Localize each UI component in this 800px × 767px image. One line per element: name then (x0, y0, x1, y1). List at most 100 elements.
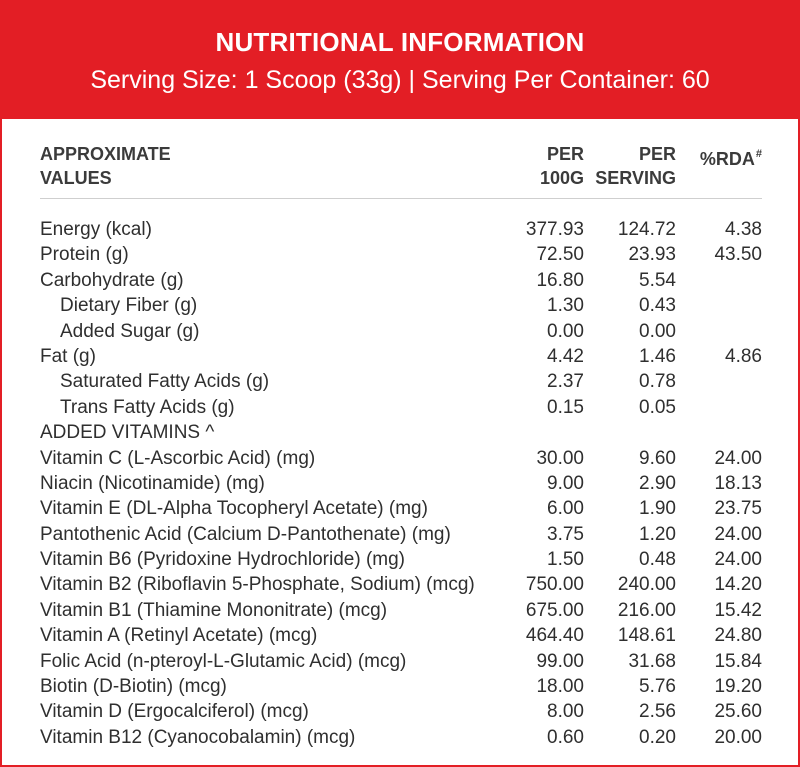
value-per-100g: 18.00 (536, 676, 584, 698)
table-row: Folic Acid (n-pteroyl-L-Glutamic Acid) (… (40, 649, 762, 674)
nutrient-label: Folic Acid (n-pteroyl-L-Glutamic Acid) (… (40, 650, 407, 672)
nutrient-label: Energy (kcal) (40, 219, 152, 240)
value-rda: 24.00 (714, 549, 762, 571)
table-row: Vitamin B6 (Pyridoxine Hydrochloride) (m… (40, 547, 762, 572)
column-header-per-serving-line2: SERVING (595, 168, 676, 188)
value-rda: 24.00 (714, 523, 762, 545)
value-per-100g: 0.15 (547, 396, 584, 418)
column-headers: APPROXIMATE VALUES PER 100G PER SERVING … (40, 142, 762, 194)
nutrient-label: Carbohydrate (g) (40, 269, 184, 291)
table-row: Dietary Fiber (g) 1.30 0.43 (40, 293, 762, 318)
nutrient-label: Pantothenic Acid (Calcium D-Pantothenate… (40, 523, 451, 545)
column-header-rda-label: %RDA (699, 149, 755, 169)
value-rda: 4.38 (725, 219, 762, 240)
table-row: Niacin (Nicotinamide) (mg) 9.00 2.90 18.13 (40, 471, 762, 496)
table-row: ADDED VITAMINS ^ (40, 420, 762, 445)
table-row: Energy (kcal) 377.93 124.72 4.38 (40, 217, 762, 242)
value-per-serving: 0.43 (639, 295, 676, 317)
value-per-100g: 1.30 (547, 295, 584, 317)
header-divider (40, 198, 762, 199)
nutrient-label: Saturated Fatty Acids (g) (60, 371, 270, 393)
value-per-serving: 1.46 (639, 345, 676, 367)
value-rda: 43.50 (714, 244, 762, 266)
value-per-100g: 464.40 (525, 625, 584, 647)
table-row: Biotin (D-Biotin) (mcg) 18.00 5.76 19.20 (40, 674, 762, 699)
value-per-serving: 0.48 (639, 549, 676, 571)
value-rda: 15.42 (714, 599, 762, 621)
nutrient-label: Vitamin C (L-Ascorbic Acid) (mg) (40, 447, 316, 469)
value-per-serving: 9.60 (639, 447, 676, 469)
value-per-serving: 23.93 (628, 244, 676, 266)
value-per-100g: 3.75 (547, 523, 584, 545)
nutrient-label: Vitamin B12 (Cyanocobalamin) (mcg) (40, 726, 356, 748)
table-row: Carbohydrate (g) 16.80 5.54 (40, 268, 762, 293)
value-per-100g: 1.50 (547, 549, 584, 571)
table-row: Trans Fatty Acids (g) 0.15 0.05 (40, 395, 762, 420)
value-per-serving: 2.90 (639, 472, 676, 494)
value-rda: 14.20 (714, 574, 762, 596)
value-rda: 19.20 (714, 676, 762, 698)
table-row: Vitamin C (L-Ascorbic Acid) (mg) 30.00 9.6… (40, 446, 762, 471)
table-row: Vitamin B2 (Riboflavin 5-Phosphate, Sodi… (40, 572, 762, 597)
column-header-per-100g-line1: PER (546, 144, 584, 164)
nutrient-label: Added Sugar (g) (60, 320, 200, 342)
table-row: Fat (g) 4.42 1.46 4.86 (40, 344, 762, 369)
value-per-serving: 5.76 (639, 676, 676, 698)
panel-header: NUTRITIONAL INFORMATION Serving Size: 1 … (2, 2, 798, 119)
nutrient-label: Trans Fatty Acids (g) (60, 396, 235, 418)
value-per-100g: 72.50 (536, 244, 584, 266)
value-per-100g: 16.80 (536, 269, 584, 291)
value-per-100g: 377.93 (525, 219, 584, 240)
value-per-serving: 1.90 (639, 498, 676, 520)
value-per-serving: 148.61 (617, 625, 676, 647)
column-header-per-100g: PER 100G (540, 142, 584, 190)
table-row: Added Sugar (g) 0.00 0.00 (40, 319, 762, 344)
table-row: Vitamin B1 (Thiamine Mononitrate) (mcg) 6… (40, 598, 762, 623)
table-row: Vitamin B12 (Cyanocobalamin) (mcg) 0.60 0.… (40, 725, 762, 750)
column-header-per-100g-line2: 100G (539, 168, 584, 188)
value-per-100g: 675.00 (525, 599, 584, 621)
value-per-100g: 2.37 (547, 371, 584, 393)
nutrient-label: Vitamin B1 (Thiamine Mononitrate) (mcg) (40, 599, 388, 621)
nutrient-label: Dietary Fiber (g) (60, 295, 198, 317)
nutrient-label: Vitamin B6 (Pyridoxine Hydrochloride) (m… (40, 549, 405, 571)
column-header-rda: %RDA# (700, 142, 762, 171)
nutrient-label: Vitamin E (DL-Alpha Tocopheryl Acetate) … (40, 498, 428, 520)
nutrient-label: ADDED VITAMINS ^ (40, 422, 215, 444)
table-row: Protein (g) 72.50 23.93 43.50 (40, 242, 762, 267)
column-header-values: APPROXIMATE VALUES (40, 142, 171, 190)
nutrient-label: Vitamin B2 (Riboflavin 5-Phosphate, Sodi… (40, 574, 475, 596)
value-per-100g: 9.00 (547, 472, 584, 494)
nutrient-label: Niacin (Nicotinamide) (mg) (40, 472, 265, 494)
panel-title: NUTRITIONAL INFORMATION (215, 27, 585, 57)
value-per-serving: 216.00 (617, 599, 676, 621)
value-per-serving: 31.68 (628, 650, 676, 672)
rda-footnote-mark: # (755, 148, 762, 160)
nutrient-label: Vitamin D (Ergocalciferol) (mcg) (40, 701, 309, 723)
table-row: Saturated Fatty Acids (g) 2.37 0.78 (40, 369, 762, 394)
value-rda: 20.00 (714, 726, 762, 748)
value-per-100g: 99.00 (536, 650, 584, 672)
value-per-serving: 0.00 (639, 320, 676, 342)
value-per-100g: 0.60 (547, 726, 584, 748)
value-per-100g: 8.00 (547, 701, 584, 723)
serving-info: Serving Size: 1 Scoop (33g) | Serving Pe… (90, 66, 710, 94)
value-per-serving: 1.20 (639, 523, 676, 545)
value-per-serving: 0.05 (639, 396, 676, 418)
column-header-per-serving: PER SERVING (595, 142, 676, 190)
value-rda: 24.80 (714, 625, 762, 647)
column-header-values-line1: APPROXIMATE (40, 144, 171, 164)
value-per-100g: 0.00 (547, 320, 584, 342)
nutrient-label: Protein (g) (40, 244, 129, 266)
table-row: Vitamin D (Ergocalciferol) (mcg) 8.00 2.56… (40, 699, 762, 724)
nutrient-rows: Energy (kcal) 377.93 124.72 4.38 Protein (g)… (40, 217, 762, 750)
value-rda: 18.13 (714, 472, 762, 494)
value-rda: 15.84 (714, 650, 762, 672)
value-rda: 4.86 (725, 345, 762, 367)
value-per-serving: 240.00 (617, 574, 676, 596)
table-row: Vitamin E (DL-Alpha Tocopheryl Acetate) … (40, 496, 762, 521)
value-per-100g: 4.42 (547, 345, 584, 367)
nutrient-label: Biotin (D-Biotin) (mcg) (40, 676, 227, 698)
nutrient-label: Fat (g) (40, 345, 96, 367)
